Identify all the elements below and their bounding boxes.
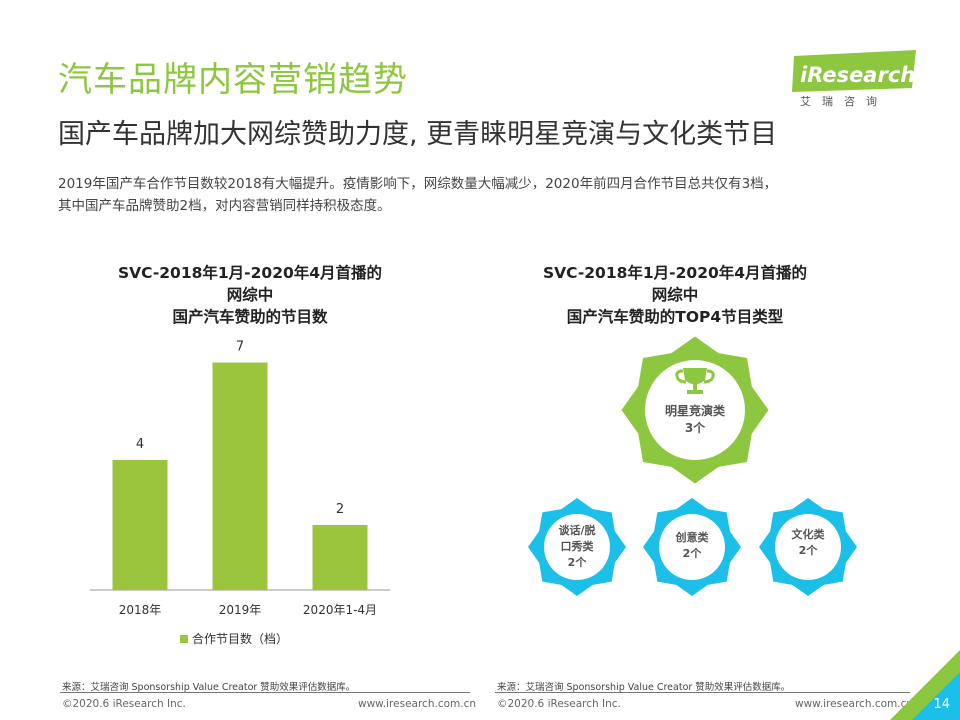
bar-label-1: 7 (236, 340, 244, 355)
right-source-note: 来源：艾瑞咨询 Sponsorship Value Creator 赞助效果评估… (497, 682, 791, 693)
right-chart-title-line-3: 国产汽车赞助的TOP4节目类型 (566, 308, 784, 326)
right-copyright: ©2020.6 iResearch Inc. (497, 698, 621, 710)
badge-culture: 文化类 2个 (759, 498, 857, 596)
description-line-2: 其中国产车品牌赞助2档，对内容营销同样持积极态度。 (58, 198, 391, 214)
iresearch-logo: iResearch (792, 50, 916, 92)
left-chart-title-line-2: 网综中 (226, 286, 274, 304)
right-chart-title-line-2: 网综中 (651, 286, 699, 304)
left-divider (60, 692, 470, 693)
bar-1 (212, 362, 268, 590)
badge-star-performance-label: 明星竞演类 (665, 403, 726, 418)
legend-label: 合作节目数（档） (192, 631, 288, 646)
legend-swatch (180, 635, 188, 643)
page-subtitle: 国产车品牌加大网综赞助力度, 更青睐明星竞演与文化类节目 (58, 119, 778, 150)
trophy-icon (675, 368, 715, 394)
x-tick-1: 2019年 (219, 603, 262, 617)
bar-label-0: 4 (136, 437, 144, 452)
logo-subtitle: 艾瑞咨询 (800, 95, 888, 108)
right-divider (495, 692, 910, 693)
bar-2 (312, 525, 368, 590)
badge-creative: 创意类 2个 (643, 498, 741, 596)
left-source-note: 来源：艾瑞咨询 Sponsorship Value Creator 赞助效果评估… (62, 682, 356, 693)
badge-talk-show-line-1: 谈话/脱 (558, 523, 595, 537)
bar-label-2: 2 (336, 502, 344, 517)
right-chart-title: SVC-2018年1月-2020年4月首播的 网综中 国产汽车赞助的TOP4节目… (510, 262, 840, 328)
bar-0 (112, 460, 168, 590)
badge-creative-label: 创意类 (675, 530, 710, 544)
left-copyright: ©2020.6 iResearch Inc. (62, 698, 186, 710)
logo-text: iResearch (800, 63, 915, 87)
badge-culture-label: 文化类 (792, 527, 826, 541)
right-website: www.iresearch.com.cn (795, 698, 914, 710)
badge-creative-count: 2个 (683, 546, 703, 560)
badge-talk-show-line-2: 口秀类 (561, 539, 595, 553)
corner-decoration (890, 650, 960, 720)
left-chart-title: SVC-2018年1月-2020年4月首播的 网综中 国产汽车赞助的节目数 (90, 262, 410, 328)
x-tick-2: 2020年1-4月 (303, 603, 377, 617)
badge-talk-show: 谈话/脱 口秀类 2个 (528, 498, 626, 596)
page-number: 14 (933, 697, 950, 712)
left-website: www.iresearch.com.cn (358, 698, 477, 710)
right-chart-title-line-1: SVC-2018年1月-2020年4月首播的 (542, 264, 808, 282)
x-tick-0: 2018年 (119, 603, 162, 617)
badge-star-performance-count: 3个 (685, 420, 706, 435)
badge-talk-show-count: 2个 (568, 555, 588, 569)
page-title: 汽车品牌内容营销趋势 (58, 60, 408, 100)
badge-star-performance: 明星竞演类 3个 (621, 336, 769, 484)
left-chart-title-line-1: SVC-2018年1月-2020年4月首播的 (117, 264, 383, 282)
badge-culture-count: 2个 (799, 543, 819, 557)
left-chart-title-line-3: 国产汽车赞助的节目数 (172, 308, 328, 326)
description-line-1: 2019年国产车合作节目数较2018有大幅提升。疫情影响下，网综数量大幅减少，2… (58, 176, 778, 192)
